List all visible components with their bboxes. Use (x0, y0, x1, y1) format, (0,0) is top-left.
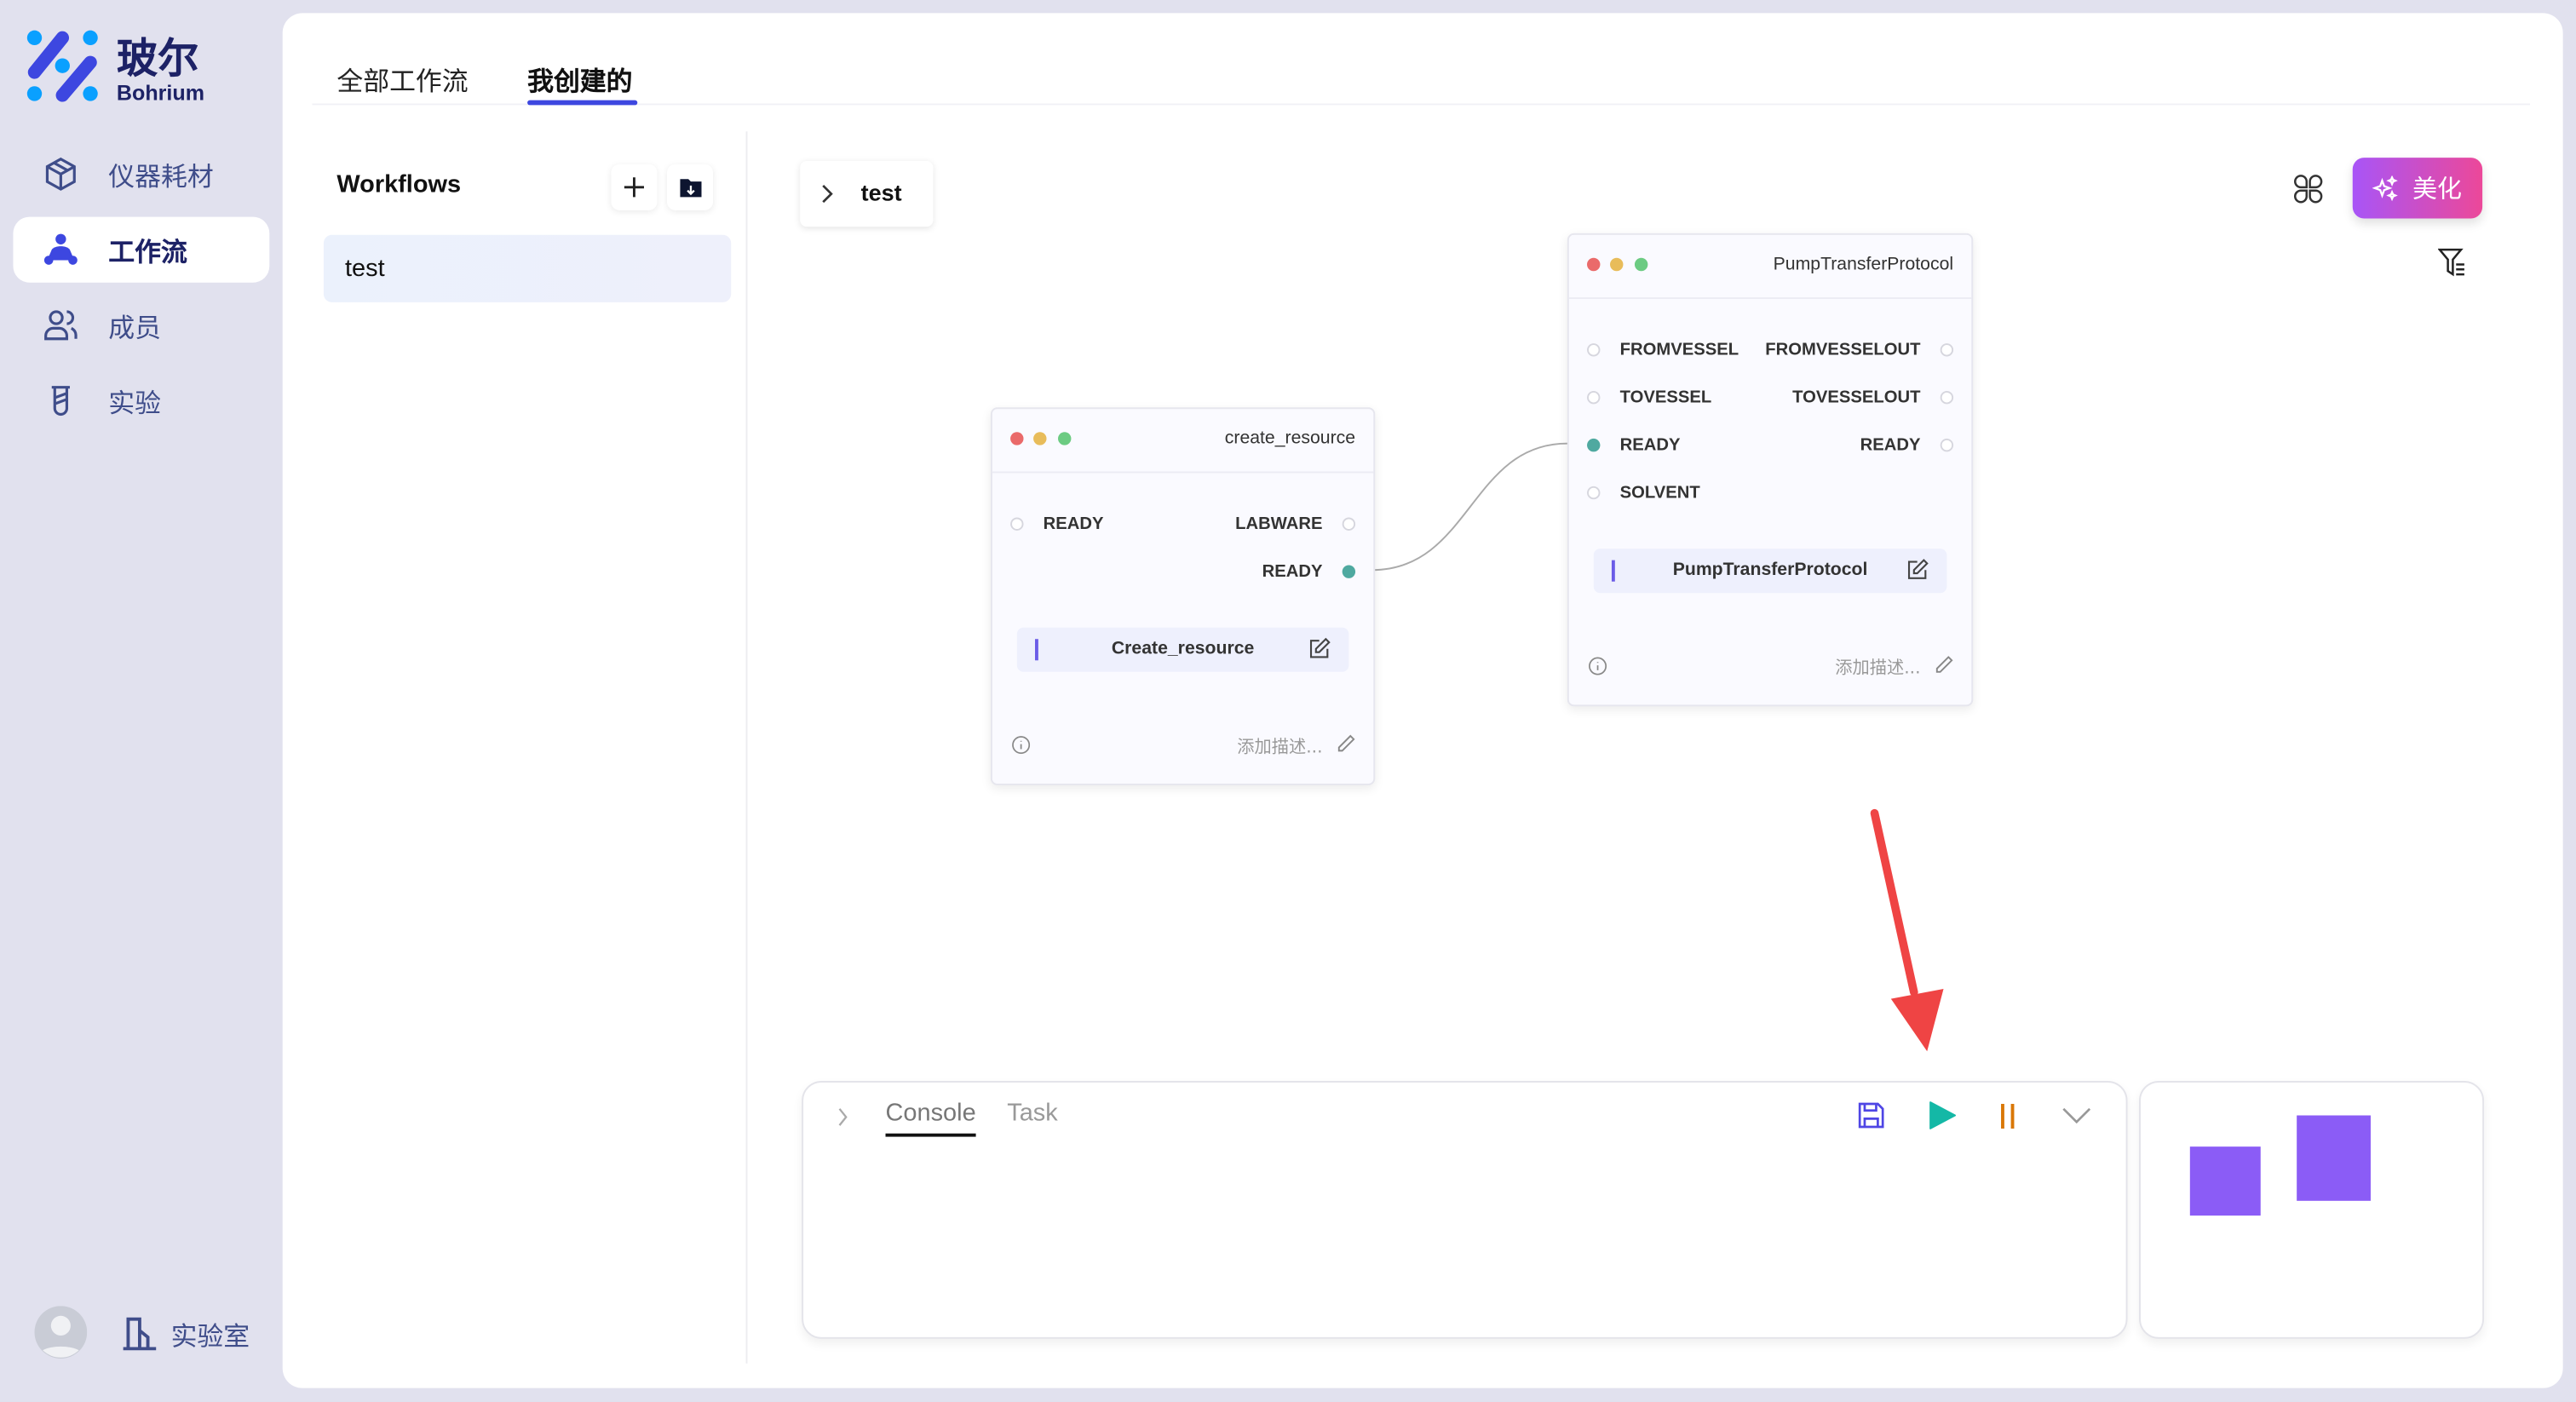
beautify-label: 美化 (2412, 174, 2463, 204)
filter-icon[interactable] (2438, 248, 2468, 278)
beaker-icon (51, 386, 70, 417)
maximize-dot-icon[interactable] (1634, 257, 1648, 272)
add-workflow-button[interactable] (611, 164, 658, 210)
minimap-node (2189, 1146, 2261, 1216)
output-port-label: LABWARE (1235, 514, 1323, 534)
plus-icon (624, 177, 645, 198)
sidebar-item-label: 仪器耗材 (108, 161, 214, 192)
output-port[interactable] (1940, 391, 1954, 405)
tab-console[interactable]: Console (885, 1099, 976, 1137)
workflow-list-item[interactable]: test (323, 234, 732, 302)
input-port-label: FROMVESSEL (1619, 340, 1739, 360)
brand-name: 玻尔 (116, 34, 199, 83)
sidebar-item-label: 成员 (108, 312, 162, 344)
breadcrumb-label: test (860, 179, 902, 206)
node-name-field[interactable]: PumpTransferProtocol (1593, 549, 1947, 594)
minimize-dot-icon[interactable] (1033, 432, 1047, 445)
sidebar-item-instruments[interactable]: 仪器耗材 (13, 141, 269, 207)
output-port-label: READY (1860, 435, 1921, 456)
save-icon[interactable] (1856, 1100, 1886, 1130)
pencil-icon[interactable] (1934, 656, 1953, 675)
workflow-icon (43, 233, 78, 265)
minimap-node (2297, 1115, 2371, 1201)
output-port-label: FROMVESSELOUT (1765, 340, 1921, 360)
sidebar-item-experiments[interactable]: 实验 (13, 368, 269, 434)
folder-download-icon (679, 179, 701, 198)
cursor-bar (1611, 560, 1615, 582)
panel-divider (745, 131, 748, 1364)
output-port-label: TOVESSELOUT (1792, 388, 1921, 408)
sidebar-item-label: 工作流 (108, 236, 187, 268)
workflows-title: Workflows (336, 170, 462, 199)
building-icon (123, 1317, 157, 1351)
node-header[interactable]: create_resource (992, 409, 1374, 474)
users-icon (44, 310, 78, 341)
input-port-connected[interactable] (1587, 438, 1601, 452)
breadcrumb[interactable]: test (800, 161, 934, 227)
edit-icon[interactable] (1906, 559, 1929, 582)
description-placeholder[interactable]: 添加描述... (1835, 658, 1921, 679)
console-panel: Console Task (802, 1081, 2128, 1339)
run-icon[interactable] (1927, 1100, 1957, 1130)
output-port[interactable] (1940, 343, 1954, 357)
input-port-label: TOVESSEL (1619, 388, 1712, 408)
node-header[interactable]: PumpTransferProtocol (1568, 235, 1972, 300)
info-icon[interactable] (1012, 736, 1031, 755)
node-create-resource[interactable]: create_resource READY LABWARE READY Crea… (990, 407, 1376, 785)
input-port[interactable] (1010, 517, 1024, 531)
minimize-dot-icon[interactable] (1610, 257, 1624, 272)
node-title: PumpTransferProtocol (1773, 254, 1954, 275)
input-port-label: READY (1043, 514, 1104, 534)
chevron-right-icon[interactable] (837, 1106, 849, 1129)
output-port[interactable] (1342, 517, 1356, 531)
box-icon (45, 157, 76, 191)
lab-label: 实验室 (170, 1320, 250, 1353)
pause-icon[interactable] (1998, 1102, 2017, 1130)
lab-switcher[interactable]: 实验室 (122, 1314, 250, 1353)
sidebar-item-label: 实验 (108, 388, 162, 419)
tab-my-workflows[interactable]: 我创建的 (527, 66, 633, 97)
minimap[interactable] (2139, 1081, 2485, 1339)
cursor-bar (1035, 639, 1038, 661)
input-port-label: READY (1619, 435, 1681, 456)
import-workflow-button[interactable] (667, 164, 714, 210)
sidebar-item-workflow[interactable]: 工作流 (13, 216, 270, 283)
pencil-icon[interactable] (1336, 734, 1355, 754)
tab-all-workflows[interactable]: 全部工作流 (336, 66, 469, 97)
beautify-button[interactable]: 美化 (2352, 158, 2483, 219)
active-tab-underline (527, 100, 638, 106)
node-name: Create_resource (1111, 639, 1255, 659)
node-title: create_resource (1224, 428, 1356, 449)
brand-sub: Bohrium (116, 80, 205, 106)
info-icon[interactable] (1589, 657, 1607, 675)
tab-task[interactable]: Task (1007, 1099, 1058, 1128)
node-pump-transfer-protocol[interactable]: PumpTransferProtocol FROMVESSEL FROMVESS… (1567, 233, 1974, 707)
maximize-dot-icon[interactable] (1058, 432, 1072, 445)
node-name: PumpTransferProtocol (1672, 560, 1868, 580)
avatar[interactable] (34, 1306, 88, 1359)
sidebar-item-members[interactable]: 成员 (13, 292, 269, 358)
output-port-connected[interactable] (1342, 565, 1356, 578)
chevron-right-icon (822, 184, 833, 204)
workflow-name: test (345, 254, 385, 283)
bohrium-logo-icon (26, 30, 98, 102)
input-port-label: SOLVENT (1619, 483, 1700, 503)
description-placeholder[interactable]: 添加描述... (1237, 737, 1323, 758)
tabs-divider (312, 103, 2531, 106)
input-port[interactable] (1587, 486, 1601, 500)
output-port[interactable] (1940, 438, 1954, 452)
close-dot-icon[interactable] (1010, 432, 1024, 445)
output-port-label: READY (1262, 561, 1323, 582)
chevron-down-icon[interactable] (2061, 1107, 2091, 1125)
edit-icon[interactable] (1308, 637, 1331, 660)
sparkles-icon (2372, 175, 2399, 201)
input-port[interactable] (1587, 343, 1601, 357)
grid-layout-icon[interactable] (2293, 174, 2323, 204)
input-port[interactable] (1587, 391, 1601, 405)
close-dot-icon[interactable] (1587, 257, 1601, 272)
node-name-field[interactable]: Create_resource (1016, 627, 1349, 672)
